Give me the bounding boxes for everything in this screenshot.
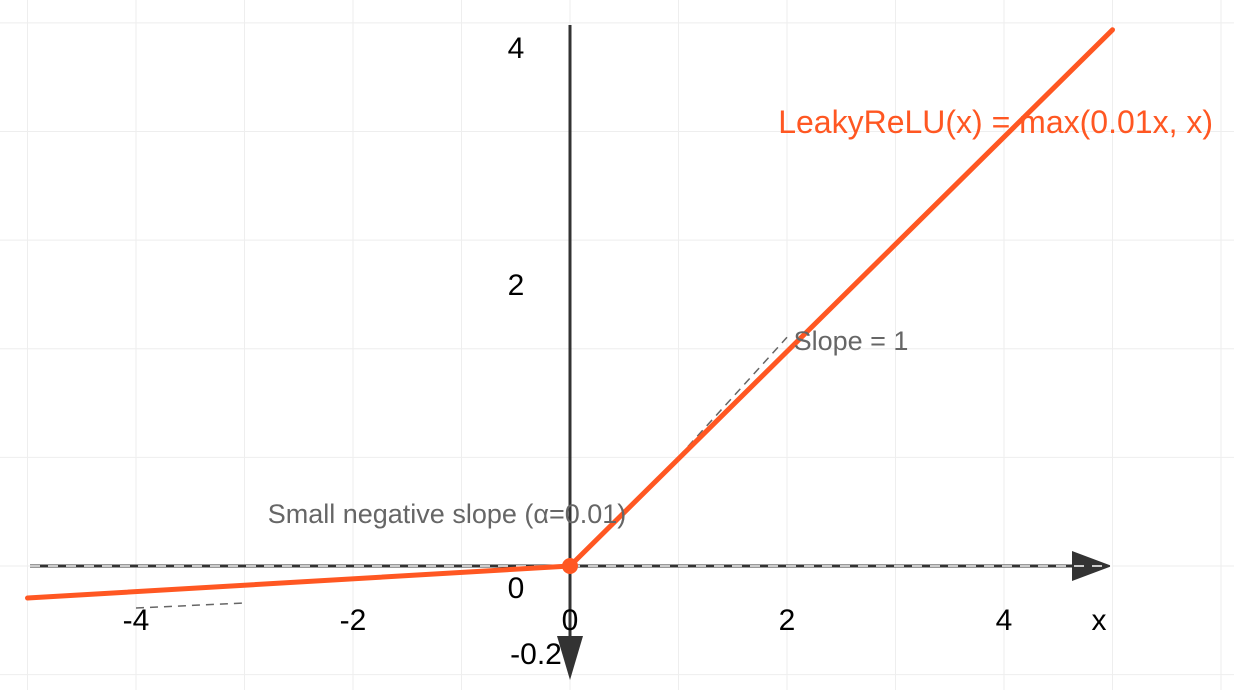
origin-point xyxy=(562,558,578,574)
annotation-label: Small negative slope (α=0.01) xyxy=(268,499,627,529)
x-tick-label: 2 xyxy=(779,604,796,637)
function-label: LeakyReLU(x) = max(0.01x, x) xyxy=(778,104,1213,140)
x-axis-label: x xyxy=(1092,604,1107,637)
series xyxy=(25,27,1115,601)
x-tick-label: 0 xyxy=(562,604,579,637)
x-tick-label: 4 xyxy=(996,604,1013,637)
y-tick-label: -0.2 xyxy=(510,638,562,671)
x-tick-label: -2 xyxy=(340,604,367,637)
helper-lines xyxy=(135,336,788,609)
positive-slope-guide xyxy=(677,336,788,458)
negative-slope-guide xyxy=(135,602,245,609)
y-axis-arrow-icon xyxy=(557,636,583,680)
y-tick-label: 2 xyxy=(508,269,525,302)
y-tick-label: 4 xyxy=(508,32,525,65)
x-tick-label: -4 xyxy=(123,604,150,637)
annotation-label: Slope = 1 xyxy=(794,326,909,356)
y-tick-label: 0 xyxy=(508,572,525,605)
